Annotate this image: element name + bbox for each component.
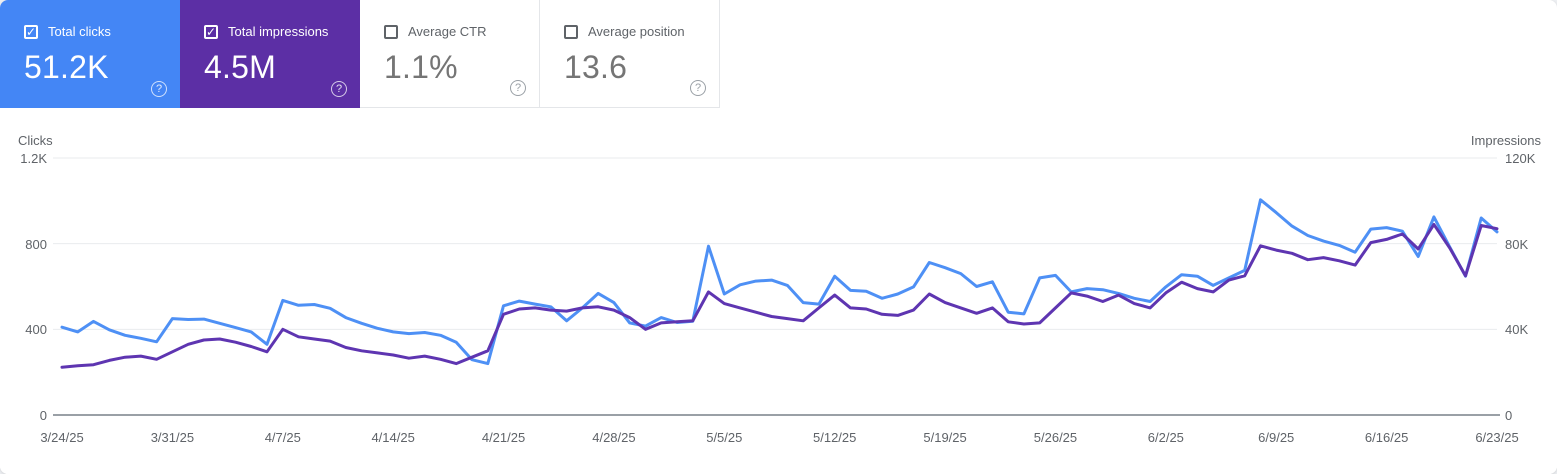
date-tick: 4/14/25 <box>371 430 415 445</box>
date-tick: 4/21/25 <box>481 430 526 445</box>
date-tick: 6/16/25 <box>1364 430 1409 445</box>
date-tick: 5/5/25 <box>706 430 743 445</box>
metric-card-total-clicks[interactable]: ✓ Total clicks 51.2K ? <box>0 0 180 108</box>
impressions-axis-title: Impressions <box>1470 133 1541 148</box>
impressions-line <box>60 222 1499 369</box>
metric-card-average-position[interactable]: Average position 13.6 ? <box>540 0 720 108</box>
right-axis-tick: 40K <box>1505 322 1529 338</box>
date-tick: 4/7/25 <box>264 430 301 445</box>
date-tick: 4/28/25 <box>592 430 636 445</box>
chart-canvas <box>53 157 1500 416</box>
help-icon[interactable]: ? <box>331 81 347 97</box>
right-axis-tick: 0 <box>1505 408 1513 423</box>
total-impressions-value: 4.5M <box>204 49 276 85</box>
card-header: Average position <box>564 24 719 39</box>
date-tick: 3/24/25 <box>40 430 84 445</box>
date-tick: 6/9/25 <box>1258 430 1295 445</box>
date-tick: 5/26/25 <box>1033 430 1078 445</box>
average-ctr-value: 1.1% <box>384 49 458 85</box>
average-position-value: 13.6 <box>564 49 628 85</box>
clicks-axis-title: Clicks <box>18 133 53 148</box>
metric-card-total-impressions[interactable]: ✓ Total impressions 4.5M ? <box>180 0 360 108</box>
left-axis-tick: 0 <box>39 408 47 423</box>
date-tick: 3/31/25 <box>150 430 195 445</box>
average-position-checkbox[interactable] <box>564 24 578 39</box>
total-clicks-value: 51.2K <box>24 49 109 85</box>
left-axis-tick: 800 <box>25 236 47 252</box>
date-tick: 5/12/25 <box>813 430 857 445</box>
card-header: Average CTR <box>384 24 539 39</box>
total-impressions-checkbox[interactable]: ✓ <box>204 24 218 39</box>
right-axis-tick: 120K <box>1505 151 1536 166</box>
left-axis-tick: 1.2K <box>20 151 47 166</box>
help-icon[interactable]: ? <box>151 81 167 97</box>
card-header: ✓ Total clicks <box>24 24 180 39</box>
clicks-line <box>60 198 1499 366</box>
metric-cards-row: ✓ Total clicks 51.2K ? ✓ Total impressio… <box>0 0 1557 108</box>
card-header: ✓ Total impressions <box>204 24 360 39</box>
date-tick: 5/19/25 <box>923 430 967 445</box>
date-tick: 6/2/25 <box>1147 430 1184 445</box>
left-axis-tick: 400 <box>25 322 47 338</box>
date-tick: 6/23/25 <box>1475 430 1519 445</box>
total-clicks-checkbox[interactable]: ✓ <box>24 24 38 39</box>
metric-card-average-ctr[interactable]: Average CTR 1.1% ? <box>360 0 540 108</box>
right-axis-tick: 80K <box>1505 236 1529 252</box>
help-icon[interactable]: ? <box>690 80 706 96</box>
performance-chart[interactable]: Clicks Impressions 0 400 800 1.2K 0 40K 80K 12… <box>0 108 1557 474</box>
card-label: Total clicks <box>48 24 111 39</box>
average-ctr-checkbox[interactable] <box>384 24 398 39</box>
card-label: Average position <box>588 24 685 39</box>
card-label: Total impressions <box>228 24 329 39</box>
help-icon[interactable]: ? <box>510 80 526 96</box>
card-label: Average CTR <box>408 24 487 39</box>
